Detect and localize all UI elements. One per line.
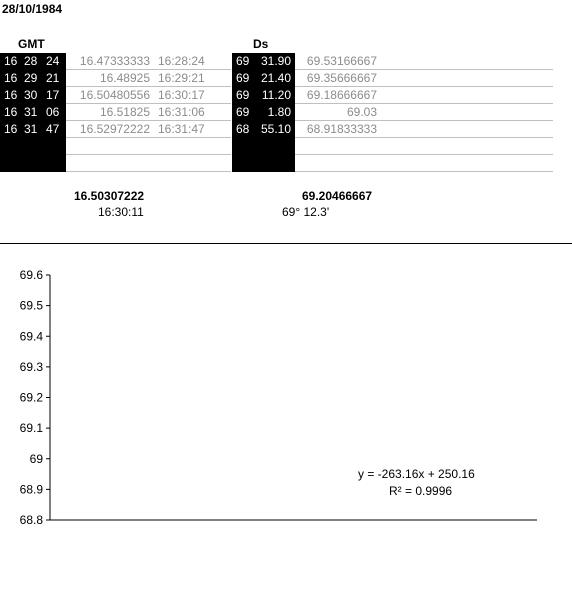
gmt-min: 31 xyxy=(24,121,38,138)
y-tick-label: 69.3 xyxy=(20,360,44,374)
gmt-min: 31 xyxy=(24,104,38,121)
gmt-row: 16 29 21 16.48925 16:29:21 xyxy=(0,70,232,87)
ds-row: 69 21.40 69.35666667 xyxy=(232,70,553,87)
trendline-equation: y = -263.16x + 250.16 xyxy=(358,467,475,481)
y-tick-label: 69 xyxy=(30,452,44,466)
y-tick-label: 69.1 xyxy=(20,421,44,435)
gmt-time: 16:31:47 xyxy=(158,122,205,136)
gmt-min: 28 xyxy=(24,53,38,70)
y-tick-label: 68.9 xyxy=(20,482,44,496)
y-tick-label: 68.8 xyxy=(20,513,44,527)
gmt-time: 16:28:24 xyxy=(158,54,205,68)
sheet-date-title: 28/10/1984 xyxy=(2,2,63,16)
ds-decimal: 68.91833333 xyxy=(306,122,377,136)
gmt-sec: 47 xyxy=(46,121,62,138)
chart-panel-border xyxy=(0,243,572,244)
mean-time-decimal: 16.50307222 xyxy=(74,189,145,203)
gmt-sec: 21 xyxy=(46,70,62,87)
y-tick-label: 69.6 xyxy=(20,268,44,282)
ds-row: 69 1.80 69.03 xyxy=(232,104,553,121)
gmt-header: GMT xyxy=(18,37,45,51)
gmt-row: 16 28 24 16.47333333 16:28:24 xyxy=(0,53,232,70)
gmt-min: 30 xyxy=(24,87,38,104)
ds-header: Ds xyxy=(253,37,269,51)
gmt-row: 16 30 17 16.50480556 16:30:17 xyxy=(0,87,232,104)
ds-decimal: 69.35666667 xyxy=(306,71,377,85)
gmt-row: 16 31 47 16.52972222 16:31:47 xyxy=(0,121,232,138)
ds-minutes: 55.10 xyxy=(254,121,291,138)
mean-time: 16:30:11 xyxy=(98,205,144,219)
ds-decimal: 69.03 xyxy=(346,105,377,119)
y-tick-label: 69.5 xyxy=(20,299,44,313)
ds-table: 69 31.90 69.53166667 69 21.40 69.3566666… xyxy=(232,53,553,172)
ds-degrees: 69 xyxy=(236,87,250,104)
ds-minutes: 21.40 xyxy=(254,70,291,87)
y-tick-label: 69.2 xyxy=(20,391,44,405)
ds-minutes: 11.20 xyxy=(254,87,291,104)
ds-row: 69 11.20 69.18666667 xyxy=(232,87,553,104)
gmt-decimal: 16.51825 xyxy=(99,105,150,119)
gmt-decimal: 16.50480556 xyxy=(79,88,150,102)
ds-degrees: 69 xyxy=(236,104,250,121)
gmt-decimal: 16.52972222 xyxy=(79,122,150,136)
r-squared-label: R² = 0.9996 xyxy=(389,484,452,498)
ds-row: 68 55.10 68.91833333 xyxy=(232,121,553,138)
gmt-time: 16:31:06 xyxy=(158,105,205,119)
ds-minutes: 31.90 xyxy=(254,53,291,70)
gmt-table: 16 28 24 16.47333333 16:28:24 16 29 21 1… xyxy=(0,53,232,172)
scatter-chart: 69.669.569.469.369.269.16968.968.816:27:… xyxy=(20,268,537,527)
gmt-decimal: 16.47333333 xyxy=(79,54,150,68)
ds-decimal: 69.18666667 xyxy=(306,88,377,102)
ds-minutes: 1.80 xyxy=(254,104,291,121)
gmt-sec: 24 xyxy=(46,53,62,70)
gmt-min: 29 xyxy=(24,70,38,87)
gmt-hour: 16 xyxy=(4,53,18,70)
mean-ds: 69° 12.3' xyxy=(282,205,330,219)
ds-decimal: 69.53166667 xyxy=(306,54,377,68)
ds-row: 69 31.90 69.53166667 xyxy=(232,53,553,70)
mean-ds-decimal: 69.20466667 xyxy=(302,189,373,203)
ds-degrees: 69 xyxy=(236,70,250,87)
gmt-hour: 16 xyxy=(4,70,18,87)
gmt-decimal: 16.48925 xyxy=(99,71,150,85)
gmt-sec: 06 xyxy=(46,104,62,121)
y-tick-label: 69.4 xyxy=(20,329,44,343)
gmt-hour: 16 xyxy=(4,104,18,121)
gmt-row: 16 31 06 16.51825 16:31:06 xyxy=(0,104,232,121)
gmt-hour: 16 xyxy=(4,87,18,104)
gmt-time: 16:29:21 xyxy=(158,71,205,85)
gmt-sec: 17 xyxy=(46,87,62,104)
ds-degrees: 69 xyxy=(236,53,250,70)
ds-degrees: 68 xyxy=(236,121,250,138)
gmt-hour: 16 xyxy=(4,121,18,138)
gmt-time: 16:30:17 xyxy=(158,88,205,102)
